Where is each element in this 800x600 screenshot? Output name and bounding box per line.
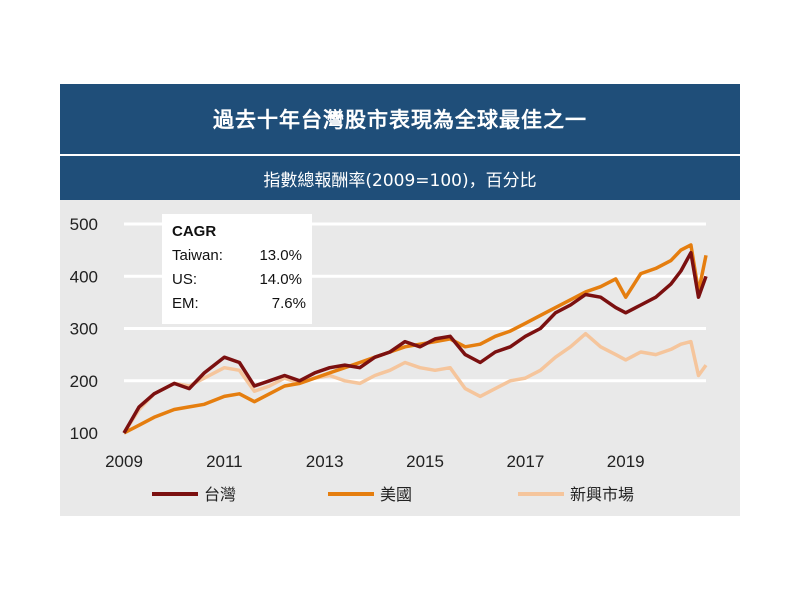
series-lines [122,243,708,435]
cagr-taiwan-label: Taiwan: [172,247,223,264]
cagr-taiwan-value: 13.0% [259,247,302,264]
series-line-taiwan [122,250,708,434]
x-tick-label: 2019 [607,452,645,471]
cagr-em-value: 7.6% [272,295,306,312]
y-tick-label: 500 [70,215,98,234]
y-tick-label: 400 [70,267,98,286]
chart-title: 過去十年台灣股市表現為全球最佳之一 [60,84,740,154]
chart-subtitle: 指數總報酬率(2009=100)，百分比 [60,156,740,200]
x-tick-label: 2011 [206,452,243,471]
x-tick-label: 2009 [105,452,143,471]
x-tick-label: 2013 [306,452,344,471]
legend-label-em: 新興市場 [570,485,634,504]
legend-label-taiwan: 台灣 [204,485,236,504]
y-tick-label: 100 [70,424,98,443]
cagr-us-label: US: [172,271,197,288]
x-tick-label: 2017 [506,452,544,471]
cagr-box [162,214,312,324]
legend-label-us: 美國 [380,485,412,504]
cagr-us-value: 14.0% [259,271,302,288]
axis-labels: 100 200 300 400 500 2009 2011 2013 2015 2017 2019 [70,215,645,471]
x-tick-label: 2015 [406,452,444,471]
chart-panel: 過去十年台灣股市表現為全球最佳之一 指數總報酬率(2009=100)，百分比 1… [60,84,740,516]
cagr-em-label: EM: [172,295,199,312]
cagr-annotation: CAGR Taiwan: 13.0% US: 14.0% EM: 7.6% [172,223,306,312]
y-tick-label: 200 [70,372,98,391]
cagr-heading: CAGR [172,223,216,240]
y-tick-label: 300 [70,320,98,339]
series-line-us [123,243,708,435]
title-separator [60,154,740,156]
series-line-em [122,331,708,434]
legend: 台灣 美國 新興市場 [152,485,634,504]
